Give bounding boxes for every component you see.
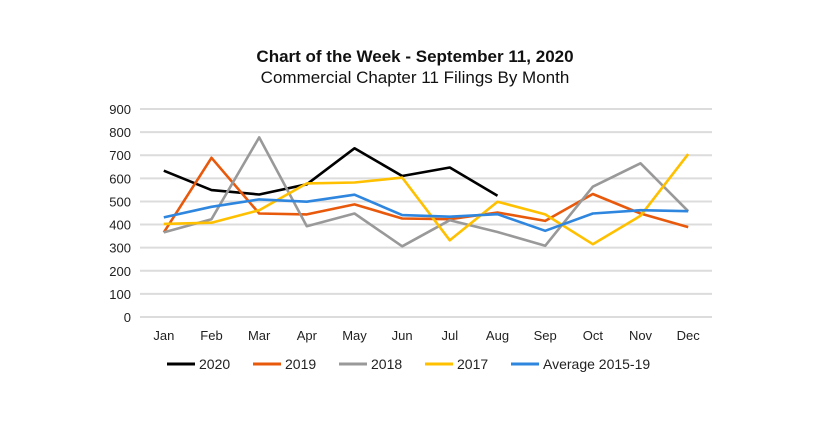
legend-label: 2018 xyxy=(371,356,402,372)
x-tick-label: Nov xyxy=(629,328,653,343)
y-tick-label: 700 xyxy=(109,148,131,163)
chart-title: Chart of the Week - September 11, 2020 xyxy=(256,47,574,66)
y-tick-label: 600 xyxy=(109,171,131,186)
y-tick-label: 900 xyxy=(109,102,131,117)
x-tick-label: Mar xyxy=(248,328,271,343)
x-tick-label: Jul xyxy=(442,328,459,343)
chart-subtitle: Commercial Chapter 11 Filings By Month xyxy=(260,68,570,87)
y-tick-label: 800 xyxy=(109,125,131,140)
x-tick-label: Dec xyxy=(677,328,701,343)
y-tick-label: 0 xyxy=(124,310,131,325)
series-line-2018 xyxy=(163,136,690,248)
y-tick-label: 300 xyxy=(109,241,131,256)
series-line-2019 xyxy=(162,156,689,234)
series-line-2017 xyxy=(163,153,690,246)
y-tick-label: 200 xyxy=(109,264,131,279)
x-tick-label: Apr xyxy=(297,328,318,343)
legend-label: 2017 xyxy=(457,356,488,372)
x-tick-label: Oct xyxy=(583,328,604,343)
y-tick-label: 100 xyxy=(109,287,131,302)
y-tick-label: 400 xyxy=(109,218,131,233)
x-tick-label: Feb xyxy=(200,328,222,343)
x-tick-label: Jan xyxy=(153,328,174,343)
legend-label: 2019 xyxy=(285,356,316,372)
legend-label: 2020 xyxy=(199,356,230,372)
series-line-2020 xyxy=(163,147,499,197)
x-tick-label: May xyxy=(342,328,367,343)
x-tick-label: Sep xyxy=(534,328,557,343)
x-tick-label: Jun xyxy=(392,328,413,343)
legend-label: Average 2015-19 xyxy=(543,356,650,372)
series-line-average-2015-19 xyxy=(163,193,689,233)
x-tick-label: Aug xyxy=(486,328,509,343)
y-tick-label: 500 xyxy=(109,194,131,209)
